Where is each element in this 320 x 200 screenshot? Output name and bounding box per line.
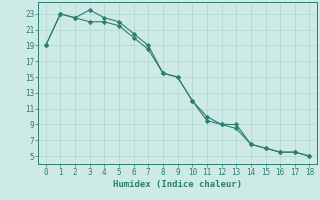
X-axis label: Humidex (Indice chaleur): Humidex (Indice chaleur) bbox=[113, 180, 242, 189]
